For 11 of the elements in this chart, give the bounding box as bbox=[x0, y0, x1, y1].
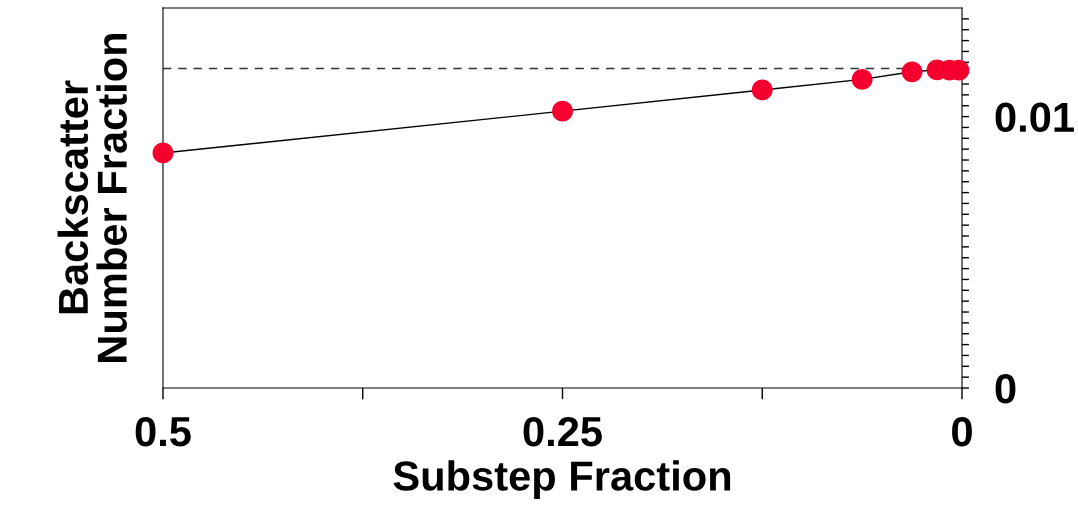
x-tick-label: 0 bbox=[952, 416, 972, 447]
y-axis-title: Backscatter Number Fraction bbox=[57, 33, 127, 362]
point bbox=[901, 61, 923, 83]
y-tick-label: 0.01 bbox=[995, 102, 1074, 133]
point bbox=[152, 142, 174, 164]
x-tick-label: 0.5 bbox=[135, 416, 191, 447]
point bbox=[851, 68, 873, 90]
x-tick-label: 0.25 bbox=[523, 416, 602, 447]
x-axis-title: Substep Fraction bbox=[393, 460, 731, 500]
point bbox=[751, 79, 773, 101]
point bbox=[552, 100, 573, 122]
